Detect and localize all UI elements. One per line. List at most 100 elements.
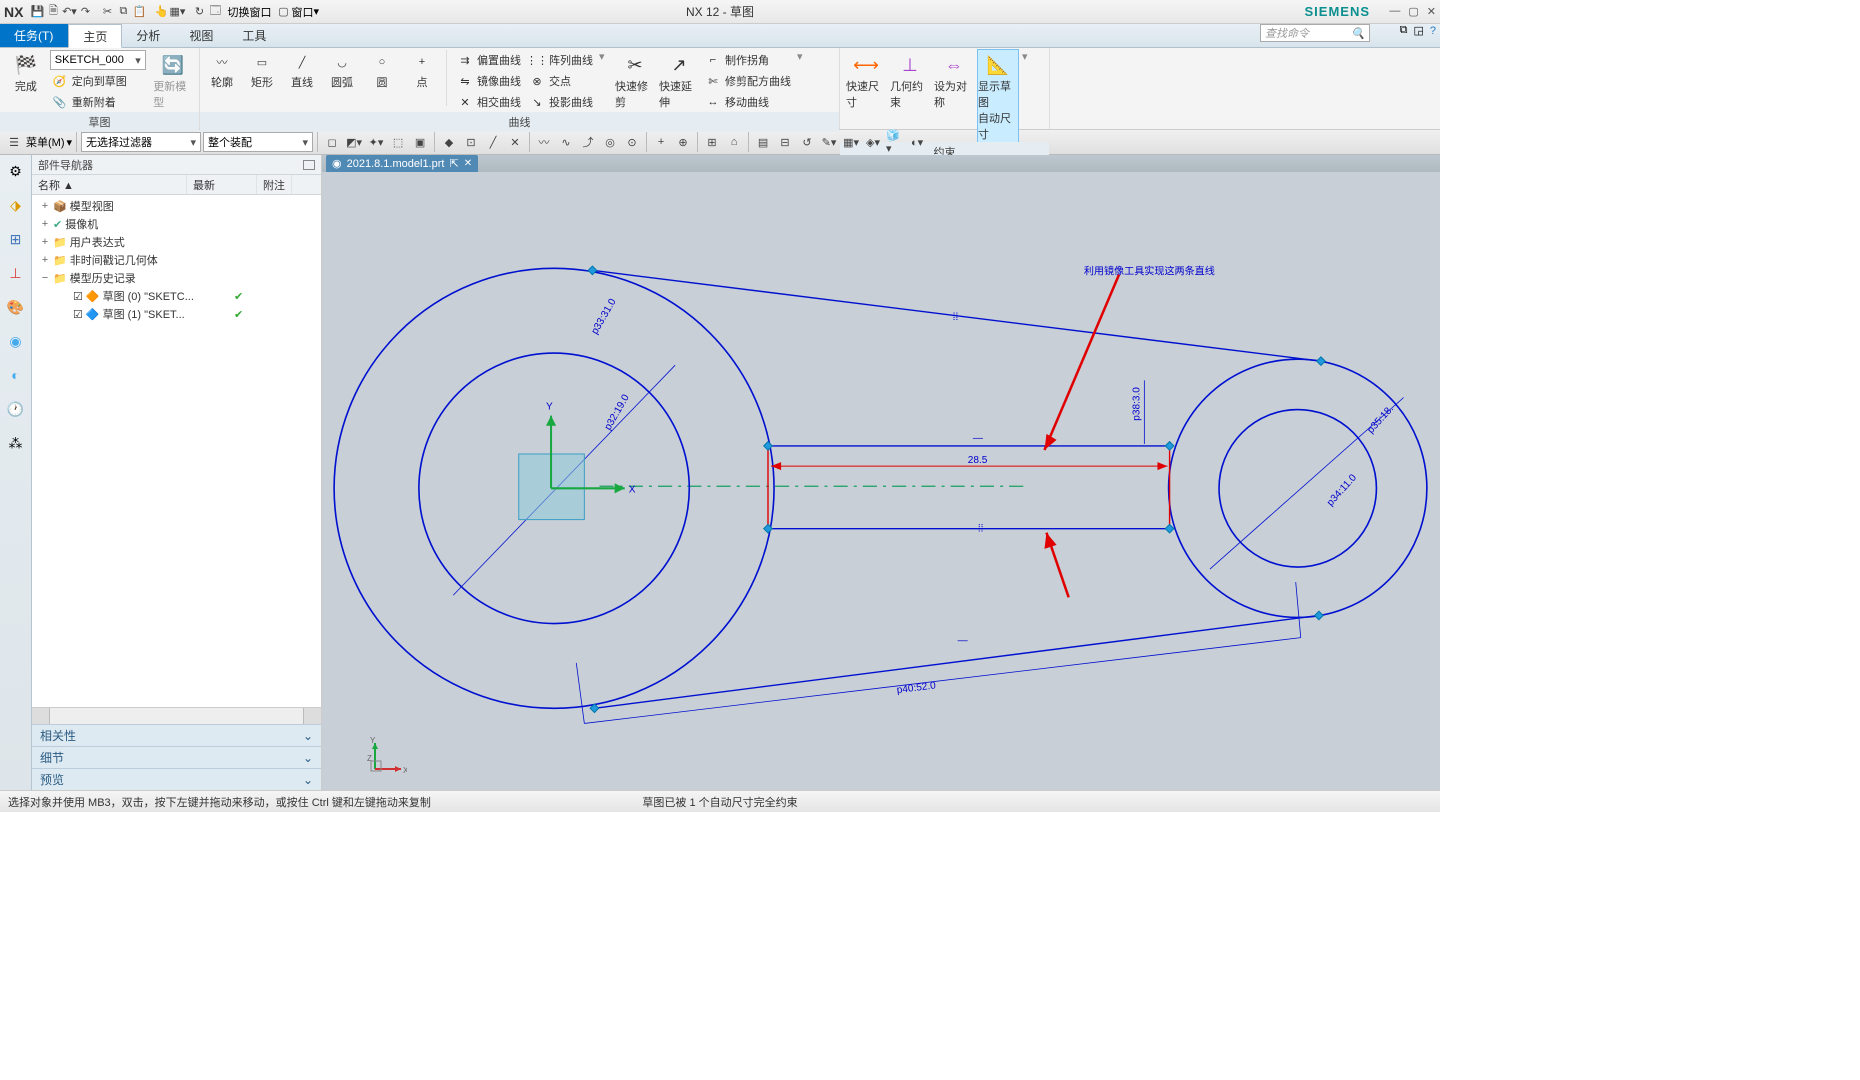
circle-tool-button[interactable]: ○圆 xyxy=(366,50,398,90)
sel-icon-11[interactable]: ∿ xyxy=(556,132,576,152)
sel-icon-14[interactable]: ⊙ xyxy=(622,132,642,152)
sel-icon-19[interactable]: ▤ xyxy=(753,132,773,152)
profile-tool-button[interactable]: 〰轮廓 xyxy=(206,50,238,90)
tree-row[interactable]: +📁用户表达式 xyxy=(34,233,319,251)
intersect-curve-button[interactable]: ✕相交曲线 xyxy=(455,92,523,112)
section-related[interactable]: 相关性⌄ xyxy=(32,724,321,746)
rail-clock-icon[interactable]: 🕐 xyxy=(4,397,28,421)
tree-row[interactable]: ☑🔶草图 (0) "SKETC...✔ xyxy=(34,287,319,305)
section-preview[interactable]: 预览⌄ xyxy=(32,768,321,790)
maximize-icon[interactable]: ▢ xyxy=(1408,5,1418,18)
command-search-input[interactable]: 查找命令🔍 xyxy=(1260,24,1370,42)
menu-button[interactable]: 菜单(M) xyxy=(26,134,65,150)
intersection-pt-button[interactable]: ⊗交点 xyxy=(527,71,595,91)
rail-nav-icon[interactable]: ⬗ xyxy=(4,193,28,217)
section-details[interactable]: 细节⌄ xyxy=(32,746,321,768)
window-menu-button[interactable]: 窗口 xyxy=(291,4,313,20)
assembly-scope-combo[interactable]: 整个装配 xyxy=(203,132,313,152)
rail-web-icon[interactable]: ◉ xyxy=(4,329,28,353)
rail-constraint-icon[interactable]: ⊥ xyxy=(4,261,28,285)
file-tab-popup-icon[interactable]: ⇱ xyxy=(449,157,458,170)
help-icon[interactable]: ? xyxy=(1430,25,1436,37)
trim-recipe-button[interactable]: ✄修剪配方曲线 xyxy=(703,71,793,91)
grid-icon[interactable]: ▦▾ xyxy=(169,4,185,20)
sel-icon-25[interactable]: 🧊▾ xyxy=(885,132,905,152)
make-symmetric-button[interactable]: ⇔设为对称 xyxy=(934,50,974,110)
sel-icon-3[interactable]: ✦▾ xyxy=(366,132,386,152)
save-all-icon[interactable]: 🗎 xyxy=(45,4,61,20)
window-icon[interactable]: ▢ xyxy=(275,4,291,20)
touch-icon[interactable]: 👆 xyxy=(153,4,169,20)
menu-icon[interactable]: ☰ xyxy=(4,132,24,152)
tree-row[interactable]: +📁非时间戳记几何体 xyxy=(34,251,319,269)
sel-icon-20[interactable]: ⊟ xyxy=(775,132,795,152)
sel-icon-7[interactable]: ⊡ xyxy=(461,132,481,152)
close-icon[interactable]: ✕ xyxy=(1427,5,1436,18)
sketch-canvas[interactable]: 28.5 p33:31.0 p32:19.0 p35:18. p34:11.0 … xyxy=(322,172,1440,797)
restore-icon[interactable]: ⧉ xyxy=(1400,24,1408,37)
view-tab[interactable]: 视图 xyxy=(175,24,228,47)
home-tab[interactable]: 主页 xyxy=(68,24,122,48)
rail-asm-icon[interactable]: ⊞ xyxy=(4,227,28,251)
sketch-name-combo[interactable]: SKETCH_000 xyxy=(50,50,146,70)
sel-icon-18[interactable]: ⌂ xyxy=(724,132,744,152)
project-curve-button[interactable]: ↘投影曲线 xyxy=(527,92,595,112)
mirror-curve-button[interactable]: ⇋镜像曲线 xyxy=(455,71,523,91)
rail-more-icon[interactable]: ⁂ xyxy=(4,431,28,455)
rapid-dim-button[interactable]: ⟷快速尺寸 xyxy=(846,50,886,110)
sel-icon-6[interactable]: ◆ xyxy=(439,132,459,152)
repeat-icon[interactable]: ↻ xyxy=(191,4,207,20)
sel-icon-8[interactable]: ╱ xyxy=(483,132,503,152)
tree-row[interactable]: +📦模型视图 xyxy=(34,197,319,215)
move-curve-button[interactable]: ↔移动曲线 xyxy=(703,92,793,112)
sel-icon-23[interactable]: ▦▾ xyxy=(841,132,861,152)
minimize-icon[interactable]: — xyxy=(1389,5,1400,18)
file-tab-close-icon[interactable]: ✕ xyxy=(464,158,472,169)
pin-icon[interactable] xyxy=(303,160,315,170)
copy-icon[interactable]: ⧉ xyxy=(115,4,131,20)
redo-icon[interactable]: ↷ xyxy=(77,4,93,20)
selection-filter-combo[interactable]: 无选择过滤器 xyxy=(81,132,201,152)
sel-icon-21[interactable]: ↺ xyxy=(797,132,817,152)
sel-icon-1[interactable]: ◻ xyxy=(322,132,342,152)
sel-icon-24[interactable]: ◈▾ xyxy=(863,132,883,152)
sel-icon-4[interactable]: ⬚ xyxy=(388,132,408,152)
sel-icon-9[interactable]: ✕ xyxy=(505,132,525,152)
sel-icon-10[interactable]: 〰 xyxy=(534,132,554,152)
arc-tool-button[interactable]: ◡圆弧 xyxy=(326,50,358,90)
finish-sketch-button[interactable]: 🏁 完成 xyxy=(6,50,46,94)
sel-icon-15[interactable]: + xyxy=(651,132,671,152)
paste-icon[interactable]: 📋 xyxy=(131,4,147,20)
reattach-button[interactable]: 📎重新附着 xyxy=(50,92,149,112)
window-switch-icon[interactable]: 🗔 xyxy=(207,4,223,20)
tree-scrollbar[interactable] xyxy=(32,707,321,724)
line-tool-button[interactable]: ╱直线 xyxy=(286,50,318,90)
offset-curve-button[interactable]: ⇉偏置曲线 xyxy=(455,50,523,70)
quick-trim-button[interactable]: ✂快速修剪 xyxy=(615,50,655,110)
orient-to-sketch-button[interactable]: 🧭定向到草图 xyxy=(50,71,149,91)
tree-row[interactable]: ☑🔷草图 (1) "SKET...✔ xyxy=(34,305,319,323)
quick-extend-button[interactable]: ↗快速延伸 xyxy=(659,50,699,110)
point-tool-button[interactable]: +点 xyxy=(406,50,438,90)
rectangle-tool-button[interactable]: ▭矩形 xyxy=(246,50,278,90)
tools-tab[interactable]: 工具 xyxy=(228,24,281,47)
cut-icon[interactable]: ✂ xyxy=(99,4,115,20)
geo-constraint-button[interactable]: ⊥几何约束 xyxy=(890,50,930,110)
analysis-tab[interactable]: 分析 xyxy=(122,24,175,47)
model-tree[interactable]: +📦模型视图+✔摄像机+📁用户表达式+📁非时间戳记几何体−📁模型历史记录☑🔶草图… xyxy=(32,195,321,707)
sel-icon-17[interactable]: ⊞ xyxy=(702,132,722,152)
sel-icon-2[interactable]: ◩▾ xyxy=(344,132,364,152)
fullscreen-icon[interactable]: ◲ xyxy=(1413,24,1423,37)
sel-icon-22[interactable]: ✎▾ xyxy=(819,132,839,152)
pattern-curve-button[interactable]: ⋮⋮阵列曲线 xyxy=(527,50,595,70)
task-menu-tab[interactable]: 任务(T) xyxy=(0,24,68,47)
save-icon[interactable]: 💾 xyxy=(29,4,45,20)
file-tab[interactable]: ◉ 2021.8.1.model1.prt ⇱ ✕ xyxy=(326,155,478,172)
tree-row[interactable]: −📁模型历史记录 xyxy=(34,269,319,287)
show-sketch-button[interactable]: 📐显示草图自动尺寸 xyxy=(978,50,1018,142)
sel-icon-12[interactable]: ⤴ xyxy=(578,132,598,152)
sel-icon-26[interactable]: ◐▾ xyxy=(907,132,927,152)
sel-icon-13[interactable]: ◎ xyxy=(600,132,620,152)
rail-palette-icon[interactable]: 🎨 xyxy=(4,295,28,319)
make-corner-button[interactable]: ⌐制作拐角 xyxy=(703,50,793,70)
